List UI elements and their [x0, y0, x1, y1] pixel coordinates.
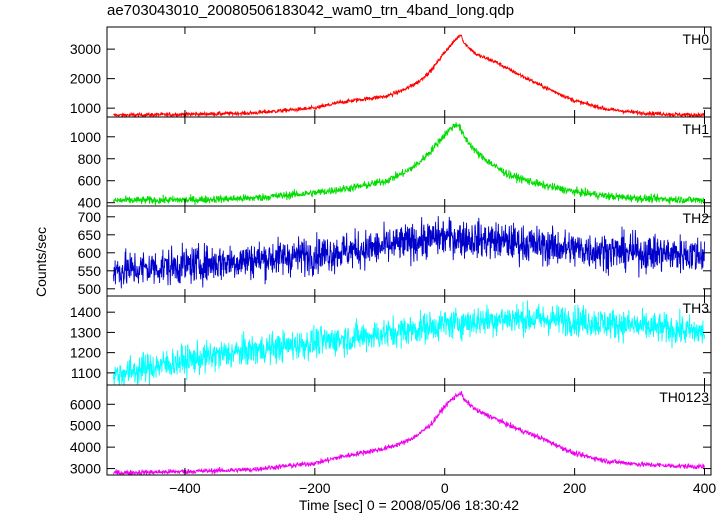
y-tick-label: 700: [78, 209, 102, 225]
x-tick-label: 0: [441, 480, 449, 496]
y-tick-label: 1000: [70, 129, 101, 145]
x-tick-label: −200: [299, 480, 331, 496]
y-tick-label: 2000: [70, 71, 101, 87]
series-line-th2: [113, 216, 705, 289]
y-tick-label: 1200: [70, 345, 101, 361]
y-tick-label: 400: [78, 195, 102, 211]
panel-label-th0123: TH0123: [659, 389, 709, 405]
y-tick-label: 600: [78, 245, 102, 261]
series-line-th3: [113, 300, 705, 385]
panel-label-th0: TH0: [683, 31, 710, 47]
y-tick-label: 5000: [70, 418, 101, 434]
series-line-th0123: [113, 391, 705, 475]
panel-th0123: 3000 4000 5000 6000 TH0123: [70, 384, 712, 477]
panel-frame-th0123: [106, 384, 712, 476]
x-tick-label: 200: [563, 480, 587, 496]
series-line-th0: [113, 34, 705, 117]
panel-frame-th0: [106, 26, 712, 118]
panel-th1: 400 600 800 1000 TH1: [70, 116, 712, 211]
panel-frame-th1: [106, 116, 712, 207]
y-tick-label: 1100: [71, 365, 101, 381]
y-tick-label: 1300: [70, 324, 101, 340]
panel-th2: 500 550 600 650 700 TH2: [78, 205, 712, 297]
x-axis-label: Time [sec] 0 = 2008/05/06 18:30:42: [299, 497, 519, 513]
x-tick-label: −400: [169, 480, 201, 496]
y-tick-label: 500: [78, 281, 102, 297]
panel-label-th2: TH2: [683, 210, 710, 226]
y-tick-label: 3000: [70, 461, 101, 477]
panel-th3: 1100 1200 1300 1400 TH3: [70, 295, 712, 386]
y-tick-label: 1400: [70, 304, 101, 320]
y-tick-label: 600: [78, 173, 102, 189]
x-tick-label: 400: [693, 480, 717, 496]
series-line-th1: [113, 122, 705, 206]
panel-label-th1: TH1: [683, 121, 710, 137]
y-tick-label: 1000: [70, 100, 101, 116]
y-axis-label: Counts/sec: [33, 227, 49, 297]
y-tick-label: 4000: [70, 439, 101, 455]
panel-label-th3: TH3: [683, 300, 710, 316]
chart-title: ae703043010_20080506183042_wam0_trn_4ban…: [107, 2, 515, 19]
y-tick-label: 6000: [70, 396, 101, 412]
y-tick-label: 3000: [70, 41, 101, 57]
y-tick-label: 550: [78, 263, 102, 279]
y-tick-label: 650: [78, 227, 102, 243]
y-tick-label: 800: [78, 151, 102, 167]
panel-th0: 1000 2000 3000 TH0: [70, 26, 712, 118]
